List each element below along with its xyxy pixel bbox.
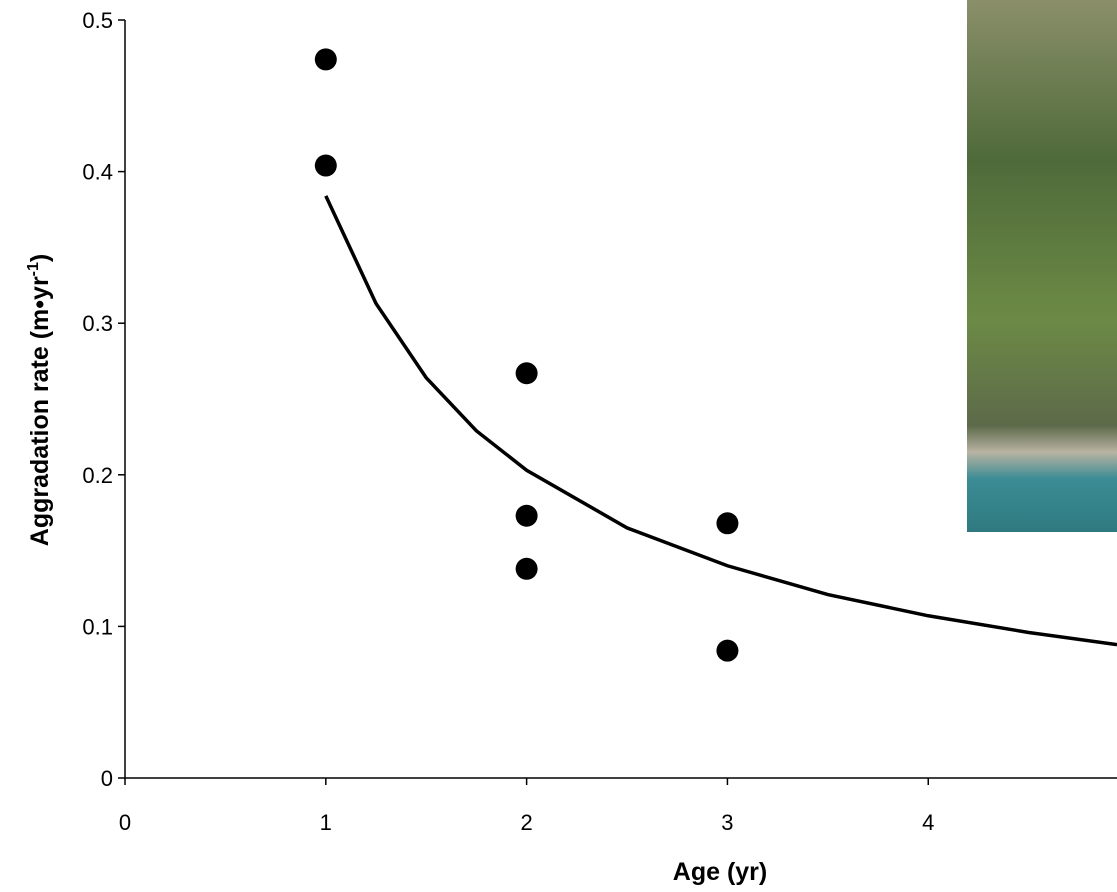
data-point xyxy=(515,504,538,527)
data-point xyxy=(716,639,739,662)
y-tick-label: 0.2 xyxy=(82,463,113,488)
x-tick-label: 4 xyxy=(922,810,934,835)
photo-inset xyxy=(967,0,1117,532)
x-tick-label: 3 xyxy=(721,810,733,835)
x-tick-label: 1 xyxy=(320,810,332,835)
y-tick-label: 0 xyxy=(101,766,113,791)
data-point xyxy=(515,557,538,580)
data-point xyxy=(314,154,337,177)
x-tick-label: 2 xyxy=(520,810,532,835)
y-label-text: Aggradation rate (m•yr xyxy=(26,276,54,546)
y-label-superscript: -1 xyxy=(25,262,42,276)
data-point xyxy=(716,512,739,535)
y-tick-label: 0.1 xyxy=(82,614,113,639)
x-tick-label: 0 xyxy=(119,810,131,835)
y-label-suffix: ) xyxy=(26,254,54,262)
data-point xyxy=(314,48,337,71)
x-axis-label: Age (yr) xyxy=(673,858,767,886)
y-axis-label: Aggradation rate (m•yr-1) xyxy=(25,254,54,546)
fit-curve xyxy=(324,195,1117,647)
y-tick-label: 0.4 xyxy=(82,160,113,185)
data-point xyxy=(515,362,538,385)
y-tick-label: 0.3 xyxy=(82,311,113,336)
y-tick-label: 0.5 xyxy=(82,8,113,33)
